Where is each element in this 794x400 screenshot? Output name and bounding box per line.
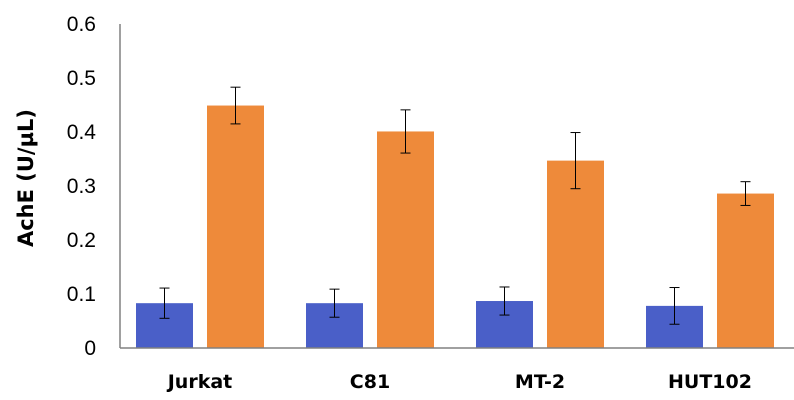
error-bars (159, 86, 751, 325)
x-category-label: Jurkat (166, 371, 233, 393)
error-bar (669, 287, 680, 325)
y-tick-label: 0 (84, 337, 96, 360)
bar (207, 105, 264, 348)
y-tick-label: 0.3 (67, 175, 96, 198)
x-axis-categories: Jurkat C81 MT-2 HUT102 (166, 371, 752, 393)
y-tick-label: 0.1 (67, 283, 96, 306)
bars (136, 105, 774, 348)
x-category-label: HUT102 (668, 371, 752, 393)
bar (377, 131, 434, 348)
error-bar (499, 286, 510, 316)
y-tick-label: 0.6 (67, 13, 96, 36)
error-bar (230, 86, 241, 125)
x-category-label: C81 (350, 371, 390, 393)
error-bar (400, 109, 411, 154)
x-category-label: MT-2 (515, 371, 565, 393)
error-bar (570, 132, 581, 190)
bar (547, 160, 604, 348)
error-bar (740, 181, 751, 206)
y-tick-label: 0.4 (67, 121, 97, 144)
y-tick-label: 0.5 (67, 67, 96, 90)
y-axis-title: AchE (U/µL) (14, 109, 38, 247)
y-axis-ticks: 0 0.1 0.2 0.3 0.4 0.5 0.6 (67, 13, 97, 360)
error-bar (159, 287, 170, 319)
bar (717, 193, 774, 348)
error-bar (329, 288, 340, 318)
y-tick-label: 0.2 (67, 229, 96, 252)
